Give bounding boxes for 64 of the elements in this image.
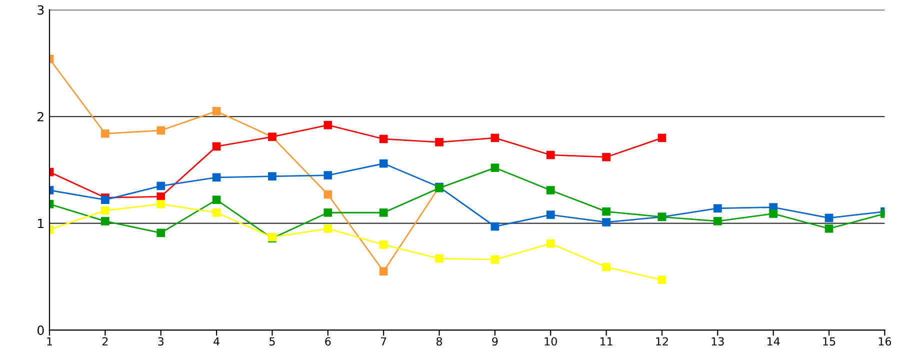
point <box>212 142 221 151</box>
point <box>602 262 610 272</box>
x-tick-label: 5 <box>270 337 275 346</box>
x-tick-label: 15 <box>823 337 836 346</box>
point <box>156 228 166 238</box>
y-tick-label: 0 <box>38 326 44 335</box>
x-tick-label: 2 <box>102 337 108 346</box>
point <box>602 152 610 162</box>
point <box>324 190 332 199</box>
point <box>658 276 666 284</box>
point <box>546 239 555 248</box>
point <box>379 240 388 249</box>
y-tick-label: 3 <box>38 5 44 15</box>
point <box>435 138 444 146</box>
point <box>101 206 110 215</box>
point <box>101 129 110 138</box>
point <box>490 222 500 231</box>
point <box>379 267 388 276</box>
x-tick-label: 3 <box>158 337 164 346</box>
point <box>212 196 221 204</box>
point <box>324 120 332 130</box>
point <box>602 207 610 216</box>
point <box>212 173 221 182</box>
x-tick-label: 1 <box>47 337 52 346</box>
point <box>324 171 332 180</box>
y-tick-label: 1 <box>38 218 44 228</box>
point <box>379 159 388 168</box>
point <box>713 204 722 213</box>
point <box>824 224 834 233</box>
point <box>101 217 110 226</box>
point <box>324 208 332 217</box>
point <box>212 208 221 217</box>
point <box>546 210 555 219</box>
x-tick-label: 14 <box>767 337 780 346</box>
point <box>212 107 221 116</box>
point <box>658 134 666 142</box>
point <box>824 214 834 222</box>
point <box>602 218 610 226</box>
point <box>546 186 555 194</box>
x-tick-label: 8 <box>436 337 442 346</box>
x-tick-label: 10 <box>544 337 557 346</box>
x-tick-label: 4 <box>214 337 220 346</box>
point <box>435 254 444 263</box>
x-tick-label: 13 <box>712 337 724 346</box>
point <box>546 150 555 160</box>
point <box>490 255 500 264</box>
y-tick-label: 2 <box>38 112 44 122</box>
x-tick-label: 7 <box>380 337 386 346</box>
x-tick-label: 16 <box>878 337 892 346</box>
point <box>769 210 778 218</box>
point <box>490 134 500 142</box>
point <box>156 200 166 208</box>
point <box>268 172 276 180</box>
point <box>379 134 388 144</box>
x-tick-label: 12 <box>656 337 668 346</box>
x-tick-label: 6 <box>325 337 331 346</box>
point <box>713 217 722 226</box>
point <box>490 164 500 172</box>
point <box>156 126 166 135</box>
point <box>379 208 388 217</box>
x-tick-label: 9 <box>492 337 498 346</box>
point <box>156 182 166 190</box>
point <box>324 224 332 233</box>
x-tick-label: 11 <box>600 337 612 346</box>
